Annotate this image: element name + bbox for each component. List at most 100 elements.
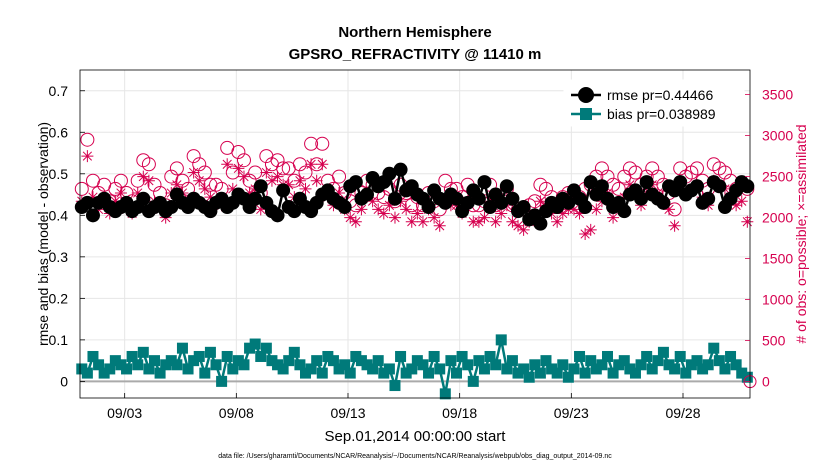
- assimilated-point: [316, 158, 329, 171]
- rmse-point: [483, 200, 498, 215]
- bias-point: [596, 359, 608, 371]
- y2-tick-label: 3500: [762, 87, 793, 103]
- bias-point: [132, 359, 144, 371]
- bias-point: [585, 355, 597, 367]
- rmse-point: [382, 166, 397, 181]
- bias-point: [204, 346, 216, 358]
- bias-point: [697, 363, 709, 375]
- rmse-point: [80, 195, 95, 210]
- bias-point: [395, 350, 407, 362]
- rmse-point: [449, 191, 464, 206]
- bias-point: [389, 380, 401, 392]
- legend-bias-label: bias pr=0.038989: [607, 106, 716, 122]
- assimilated-point: [607, 211, 620, 224]
- rmse-point: [740, 179, 755, 194]
- footnote: data file: /Users/gharamti/Documents/NCA…: [218, 453, 612, 460]
- bias-point: [143, 363, 155, 375]
- y-axis-right: 0 500 1000 1500 2000 2500 3000 3500: [745, 87, 793, 390]
- assimilated-point: [623, 178, 636, 191]
- assimilated-point: [193, 174, 206, 187]
- bias-point: [417, 359, 429, 371]
- bias-point: [590, 363, 602, 375]
- assimilated-point: [377, 207, 390, 220]
- rmse-point: [561, 195, 576, 210]
- assimilated-point: [584, 223, 597, 236]
- bias-point: [115, 359, 127, 371]
- assimilated-point: [260, 166, 273, 179]
- bias-point: [344, 367, 356, 379]
- rmse-point: [276, 183, 291, 198]
- assimilated-point: [142, 174, 155, 187]
- bias-point: [462, 359, 474, 371]
- possible-point: [270, 153, 285, 168]
- bias-point: [618, 355, 630, 367]
- bias-point: [367, 363, 379, 375]
- assimilated-point: [478, 211, 491, 224]
- bias-point: [473, 355, 485, 367]
- possible-point: [594, 161, 609, 176]
- assimilated-point: [232, 162, 245, 175]
- possible-point: [276, 161, 291, 176]
- rmse-point: [494, 195, 509, 210]
- assimilated-point: [237, 170, 250, 183]
- bias-point: [551, 367, 563, 379]
- rmse-point: [471, 191, 486, 206]
- assimilated-point: [663, 203, 676, 216]
- bias-point: [400, 367, 412, 379]
- bias-point: [266, 355, 278, 367]
- assimilated-point: [388, 211, 401, 224]
- bias-point: [613, 359, 625, 371]
- assimilated-point: [282, 178, 295, 191]
- rmse-point: [505, 191, 520, 206]
- x-axis: 09/03 09/08 09/13 09/18 09/23 09/28: [107, 393, 701, 421]
- bias-point: [579, 367, 591, 379]
- bias-point: [104, 363, 116, 375]
- bias-point: [76, 363, 88, 375]
- assimilated-point: [735, 195, 748, 208]
- assimilated-point: [170, 178, 183, 191]
- assimilated-point: [512, 219, 525, 232]
- possible-point: [332, 169, 347, 184]
- chart-title: Northern Hemisphere: [338, 24, 491, 41]
- bias-point: [232, 355, 244, 367]
- bias-point: [467, 375, 479, 387]
- assimilated-point: [86, 191, 99, 204]
- bias-point: [333, 363, 345, 375]
- series-filled-square: [76, 334, 753, 400]
- bias-point: [713, 355, 725, 367]
- bias-point: [322, 350, 334, 362]
- bias-point: [439, 388, 451, 400]
- assimilated-point: [221, 158, 234, 171]
- bias-point: [546, 363, 558, 375]
- y2-axis-label: # of obs: o=possible; ×=assimilated: [793, 124, 809, 343]
- rmse-point: [248, 191, 263, 206]
- assimilated-point: [131, 187, 144, 199]
- assimilated-point: [741, 215, 754, 228]
- rmse-point: [253, 179, 268, 194]
- rmse-point: [583, 175, 598, 190]
- rmse-point: [421, 200, 436, 215]
- y2-tick-label: 1000: [762, 292, 793, 308]
- rmse-point: [712, 179, 727, 194]
- y2-tick-label: 500: [762, 333, 786, 349]
- rmse-point: [617, 204, 632, 219]
- assimilated-point: [137, 170, 150, 183]
- assimilated-point: [198, 182, 211, 195]
- rmse-point: [393, 162, 408, 177]
- possible-point: [231, 145, 246, 159]
- rmse-point: [164, 200, 179, 215]
- assimilated-point: [355, 203, 368, 216]
- bias-point: [283, 355, 295, 367]
- x-tick-label: 09/08: [219, 405, 254, 421]
- assimilated-point: [573, 207, 586, 220]
- assimilated-point: [416, 215, 429, 228]
- possible-point: [438, 173, 453, 188]
- assimilated-point: [433, 219, 446, 232]
- y2-tick-label: 0: [762, 374, 770, 390]
- bias-point: [602, 350, 614, 362]
- x-tick-label: 09/03: [107, 405, 142, 421]
- bias-point: [534, 367, 546, 379]
- bias-point: [311, 355, 323, 367]
- bias-point: [355, 355, 367, 367]
- bias-point: [635, 359, 647, 371]
